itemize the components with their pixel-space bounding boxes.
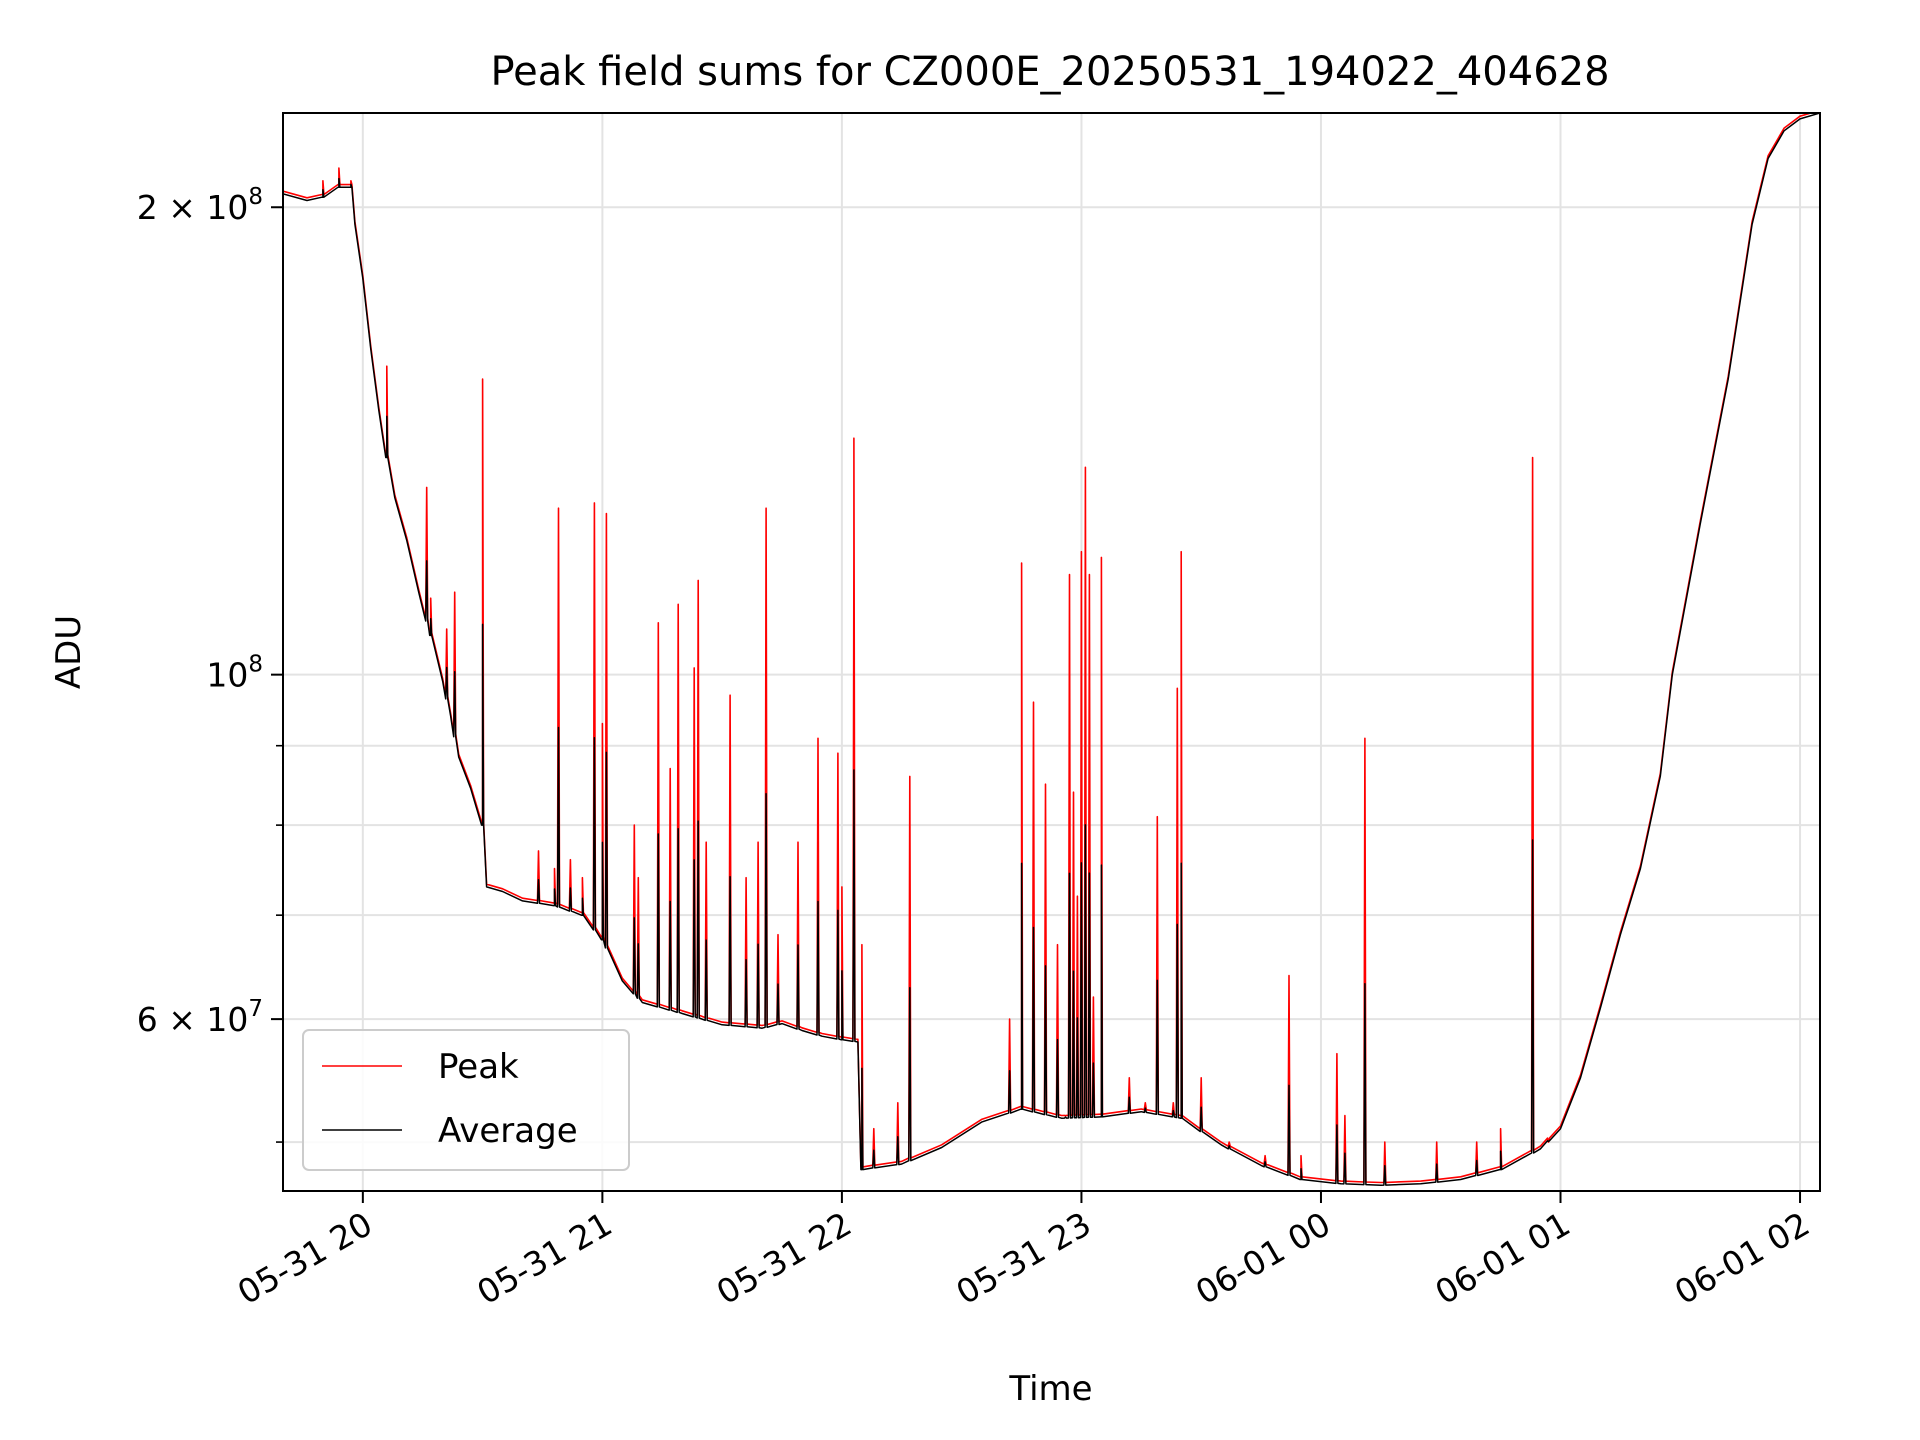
chart-title: Peak field sums for CZ000E_20250531_1940… [490,49,1609,95]
y-tick-label: 6 × 107 [137,996,263,1039]
y-tick-label: 108 [206,652,263,695]
legend-box [302,1029,630,1171]
legend-label-peak: Peak [438,1047,519,1087]
series-peak-line [283,113,1814,1184]
legend-label-average: Average [438,1111,578,1151]
series-average-line [283,113,1820,1186]
series-layer [283,113,1820,1186]
plot-frame [282,112,1821,1192]
y-axis-label: ADU [49,615,89,689]
x-axis-label: Time [1008,1369,1092,1409]
legend: Peak Average [302,1029,630,1171]
y-tick-label: 2 × 108 [137,184,263,227]
